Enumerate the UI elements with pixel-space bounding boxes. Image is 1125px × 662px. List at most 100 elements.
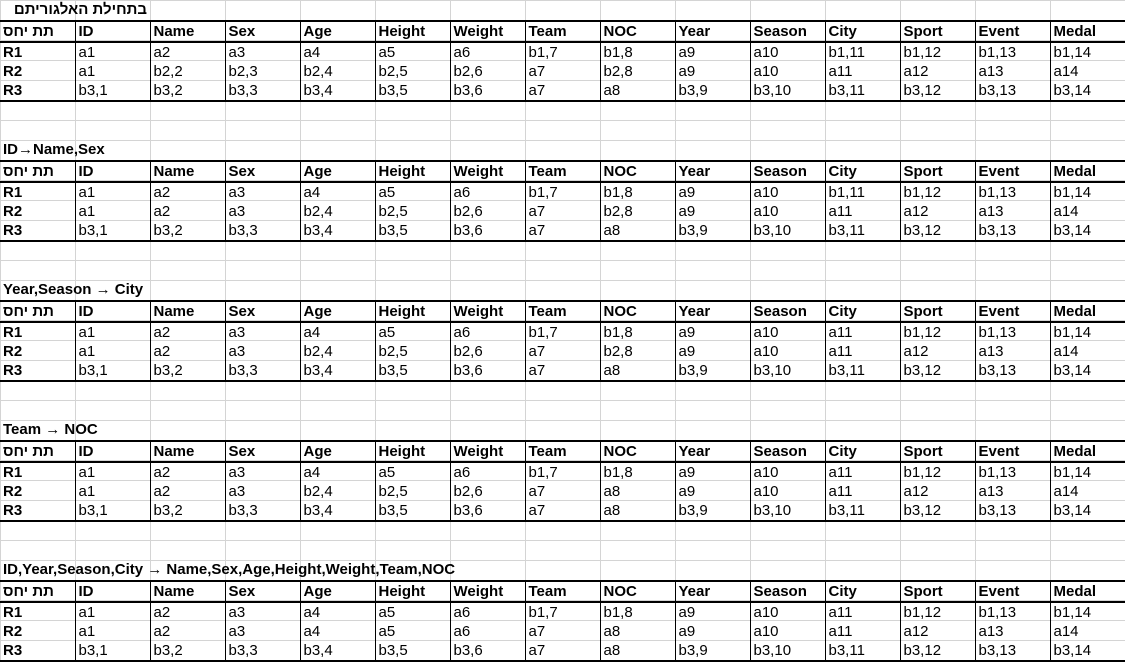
table-cell[interactable]: b3,12 <box>899 81 975 102</box>
table-cell[interactable]: b3,14 <box>1049 641 1125 662</box>
table-cell[interactable]: b2,5 <box>374 482 450 501</box>
table-cell[interactable]: b1,14 <box>1049 181 1125 202</box>
table-cell[interactable]: b3,2 <box>149 81 225 102</box>
column-header-sport[interactable]: Sport <box>899 160 975 182</box>
table-cell[interactable]: a14 <box>1049 202 1125 221</box>
table-cell[interactable]: a1 <box>74 461 150 482</box>
table-cell[interactable]: b3,14 <box>1049 501 1125 522</box>
table-cell[interactable]: b3,5 <box>374 81 450 102</box>
table-cell[interactable]: b2,6 <box>449 482 525 501</box>
column-header-sex[interactable]: Sex <box>224 440 300 462</box>
table-cell[interactable]: b2,8 <box>599 342 675 361</box>
column-header-id[interactable]: ID <box>74 580 150 602</box>
table-cell[interactable]: a11 <box>824 622 900 641</box>
column-header-name[interactable]: Name <box>149 20 225 42</box>
table-cell[interactable]: a11 <box>824 342 900 361</box>
column-header-id[interactable]: ID <box>74 20 150 42</box>
table-cell[interactable]: b3,2 <box>149 361 225 382</box>
column-header-medal[interactable]: Medal <box>1049 440 1125 462</box>
table-cell[interactable]: a14 <box>1049 482 1125 501</box>
table-cell[interactable]: a8 <box>599 622 675 641</box>
table-cell[interactable]: b3,2 <box>149 501 225 522</box>
table-cell[interactable]: a10 <box>749 62 825 81</box>
table-cell[interactable]: a7 <box>524 641 600 662</box>
table-cell[interactable]: a9 <box>674 622 750 641</box>
table-cell[interactable]: a10 <box>749 321 825 342</box>
table-cell[interactable]: a12 <box>899 342 975 361</box>
table-cell[interactable]: a11 <box>824 202 900 221</box>
table-cell[interactable]: b3,12 <box>899 501 975 522</box>
table-cell[interactable]: b3,6 <box>449 221 525 242</box>
table-cell[interactable]: a12 <box>899 482 975 501</box>
table-cell[interactable]: a13 <box>974 62 1050 81</box>
table-cell[interactable]: b3,1 <box>74 81 150 102</box>
column-header-noc[interactable]: NOC <box>599 580 675 602</box>
table-cell[interactable]: b2,4 <box>299 62 375 81</box>
table-cell[interactable]: b3,2 <box>149 641 225 662</box>
table-cell[interactable]: b3,3 <box>224 81 300 102</box>
table-cell[interactable]: a2 <box>149 181 225 202</box>
column-header-noc[interactable]: NOC <box>599 440 675 462</box>
table-cell[interactable]: a1 <box>74 622 150 641</box>
table-cell[interactable]: b3,11 <box>824 501 900 522</box>
table-cell[interactable]: a7 <box>524 361 600 382</box>
table-cell[interactable]: a11 <box>824 321 900 342</box>
table-cell[interactable]: b3,3 <box>224 361 300 382</box>
column-header-medal[interactable]: Medal <box>1049 20 1125 42</box>
table-cell[interactable]: a4 <box>299 461 375 482</box>
table-cell[interactable]: b3,3 <box>224 221 300 242</box>
table-cell[interactable]: a1 <box>74 342 150 361</box>
table-cell[interactable]: a2 <box>149 601 225 622</box>
table-cell[interactable]: b2,5 <box>374 342 450 361</box>
row-label[interactable]: R1 <box>0 181 75 202</box>
column-header-sex[interactable]: Sex <box>224 300 300 322</box>
table-cell[interactable]: a8 <box>599 221 675 242</box>
column-header-year[interactable]: Year <box>674 580 750 602</box>
table-cell[interactable]: a10 <box>749 482 825 501</box>
table-cell[interactable]: b1,11 <box>824 41 900 62</box>
table-cell[interactable]: b3,4 <box>299 221 375 242</box>
column-header-height[interactable]: Height <box>374 160 450 182</box>
table-cell[interactable]: a3 <box>224 461 300 482</box>
table-cell[interactable]: a6 <box>449 601 525 622</box>
table-cell[interactable]: b3,4 <box>299 641 375 662</box>
column-header-id[interactable]: ID <box>74 160 150 182</box>
table-cell[interactable]: a7 <box>524 622 600 641</box>
table-cell[interactable]: b1,12 <box>899 41 975 62</box>
table-cell[interactable]: a7 <box>524 221 600 242</box>
table-cell[interactable]: a11 <box>824 461 900 482</box>
table-cell[interactable]: a12 <box>899 62 975 81</box>
table-cell[interactable]: b1,13 <box>974 601 1050 622</box>
table-cell[interactable]: a4 <box>299 622 375 641</box>
column-header-age[interactable]: Age <box>299 580 375 602</box>
column-header-height[interactable]: Height <box>374 20 450 42</box>
table-cell[interactable]: a3 <box>224 321 300 342</box>
column-header-noc[interactable]: NOC <box>599 160 675 182</box>
row-label[interactable]: R1 <box>0 321 75 342</box>
table-cell[interactable]: b1,7 <box>524 41 600 62</box>
table-cell[interactable]: b3,6 <box>449 501 525 522</box>
column-header-name[interactable]: Name <box>149 580 225 602</box>
column-header-team[interactable]: Team <box>524 20 600 42</box>
table-cell[interactable]: a7 <box>524 202 600 221</box>
table-cell[interactable]: b3,1 <box>74 361 150 382</box>
table-cell[interactable]: a1 <box>74 41 150 62</box>
table-cell[interactable]: a2 <box>149 622 225 641</box>
table-cell[interactable]: b3,6 <box>449 81 525 102</box>
table-cell[interactable]: a8 <box>599 641 675 662</box>
table-cell[interactable]: b3,5 <box>374 221 450 242</box>
table-cell[interactable]: b1,13 <box>974 181 1050 202</box>
column-header-season[interactable]: Season <box>749 20 825 42</box>
column-header-sport[interactable]: Sport <box>899 580 975 602</box>
table-cell[interactable]: b3,13 <box>974 221 1050 242</box>
column-header-medal[interactable]: Medal <box>1049 580 1125 602</box>
table-cell[interactable]: a7 <box>524 342 600 361</box>
table-cell[interactable]: b1,7 <box>524 181 600 202</box>
table-cell[interactable]: b1,11 <box>824 181 900 202</box>
table-cell[interactable]: b1,12 <box>899 461 975 482</box>
table-cell[interactable]: a3 <box>224 342 300 361</box>
column-header-height[interactable]: Height <box>374 440 450 462</box>
table-cell[interactable]: b1,14 <box>1049 601 1125 622</box>
table-cell[interactable]: a10 <box>749 461 825 482</box>
table-cell[interactable]: a11 <box>824 601 900 622</box>
